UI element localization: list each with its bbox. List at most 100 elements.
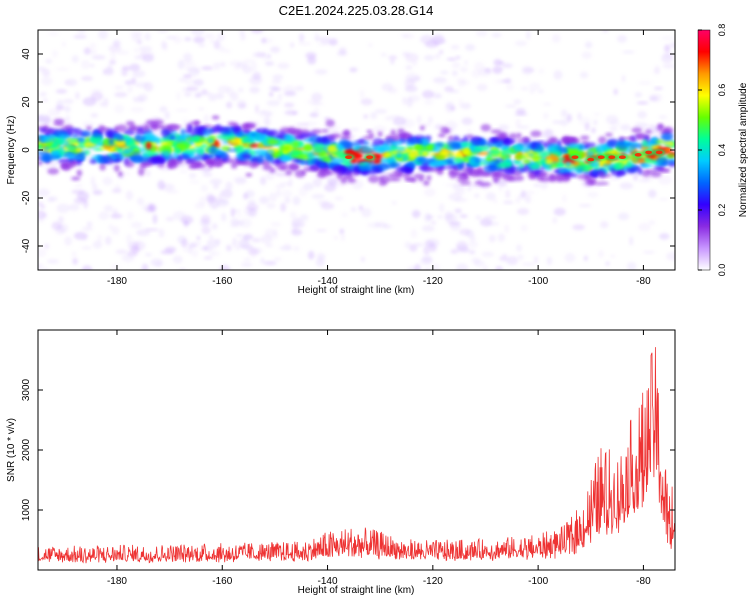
spectrogram-cell (319, 36, 331, 44)
spectrogram-cell (370, 111, 378, 120)
spectrogram-cell (430, 221, 437, 225)
spectrogram-cell (619, 182, 634, 190)
spectrogram-cell (552, 120, 562, 124)
spectrogram-cell (461, 141, 472, 148)
spectrogram-cell (71, 55, 79, 63)
spectrogram-cell (419, 125, 426, 131)
spectrogram-cell (107, 132, 114, 139)
spectrogram-cell (110, 154, 123, 158)
spectrogram-cell (564, 161, 572, 168)
spectrogram-cell (467, 182, 472, 192)
spectrogram-cell (141, 263, 149, 270)
spectrogram-cell (638, 222, 651, 232)
spectrogram-cell (528, 89, 536, 94)
spectrogram-cell (131, 151, 142, 156)
spectrogram-cell (232, 237, 238, 247)
spectrogram-cell (373, 158, 381, 164)
spectrogram-cell (114, 85, 124, 90)
spectrogram-cell (97, 234, 103, 243)
spectrogram-cell (476, 151, 490, 156)
spectrogram-cell (129, 123, 137, 131)
spectrogram-cell (517, 207, 530, 216)
spectrogram-cell (663, 141, 673, 145)
spectrogram-cell (40, 205, 46, 209)
spectrogram-cell (564, 253, 576, 263)
spectrogram-cell (225, 101, 233, 109)
spectrogram-cell (218, 45, 226, 53)
spectrogram-cell (666, 160, 675, 165)
spectrogram-cell (251, 51, 266, 58)
spectrogram-cell (85, 125, 93, 131)
spectrogram-cell (55, 89, 68, 94)
spectrogram-cell (311, 193, 325, 200)
spectrogram-cell (264, 61, 275, 66)
spectrogram-cell (266, 54, 271, 59)
spectrogram-cell (122, 172, 131, 176)
spectrogram-cell (447, 135, 454, 142)
spectrogram-cell (631, 127, 643, 134)
spectrogram-cell (89, 159, 98, 164)
spectrogram-cell (563, 173, 571, 180)
spectrogram-cell (103, 67, 114, 76)
spectrogram-cell (495, 132, 506, 141)
spectrogram-cell (486, 221, 500, 226)
spectrogram-cell (75, 151, 87, 156)
spectrogram-cell (233, 209, 241, 213)
spectrogram-cell (328, 38, 338, 46)
spectrogram-cell (513, 145, 523, 152)
spectrogram-cell (318, 43, 329, 47)
spectrogram-cell (333, 235, 339, 240)
spectrogram-cell (457, 164, 464, 170)
spectrogram-cell (213, 183, 220, 190)
spectrogram-cell (358, 165, 371, 169)
spectrogram-cell (459, 66, 468, 73)
spectrogram-cell (38, 263, 45, 269)
spectrogram-cell (178, 77, 188, 82)
spectrogram-cell (60, 126, 69, 131)
spectrogram-cell (638, 80, 652, 85)
spectrogram-cell (580, 135, 590, 140)
spectrogram-cell (75, 147, 83, 153)
spectrogram-cell (161, 145, 172, 150)
spectrogram-cell (183, 219, 189, 226)
spectrogram-cell (446, 164, 459, 170)
spectrogram-x-tick-label: -80 (636, 276, 651, 287)
spectrogram-cell (634, 153, 642, 157)
spectrogram-cell (274, 170, 289, 177)
spectrogram-cell (650, 145, 659, 150)
snr-x-tick-label: -160 (212, 576, 232, 587)
spectrogram-cell (279, 145, 291, 152)
spectrogram-cell (39, 128, 47, 133)
spectrogram-cell (618, 136, 625, 143)
spectrogram-cell (226, 148, 238, 152)
spectrogram-cell (637, 110, 647, 119)
colorbar-ticks: 0.0 0.2 0.4 0.6 0.8 (698, 24, 727, 276)
spectrogram-cell (77, 143, 86, 150)
spectrogram-cell (68, 204, 80, 211)
spectrogram-cell (625, 160, 633, 169)
spectrogram-cell (606, 140, 620, 148)
spectrogram-cell (222, 135, 233, 141)
spectrogram-cell (497, 233, 506, 242)
spectrogram-cell (96, 155, 102, 159)
spectrogram-cell (437, 165, 449, 169)
spectrogram-cell (492, 172, 506, 178)
spectrogram-cell (134, 135, 146, 143)
spectrogram-cell (158, 228, 165, 238)
snr-y-tick-label: 3000 (21, 378, 32, 401)
spectrogram-cell (275, 184, 286, 189)
spectrogram-cell (404, 241, 412, 249)
spectrogram-cell (496, 163, 505, 168)
spectrogram-cell (199, 147, 205, 155)
spectrogram-cell (662, 63, 675, 69)
spectrogram-cell (235, 233, 244, 238)
spectrogram-cell (395, 167, 402, 172)
spectrogram-cell (352, 171, 360, 176)
spectrogram-cell (610, 254, 616, 258)
spectrogram-cell (468, 241, 479, 248)
spectrogram-cell (597, 177, 608, 182)
spectrogram-cell (631, 157, 637, 161)
spectrogram-cell (380, 52, 387, 57)
spectrogram-cell (363, 135, 371, 140)
spectrogram-cell (127, 241, 140, 250)
